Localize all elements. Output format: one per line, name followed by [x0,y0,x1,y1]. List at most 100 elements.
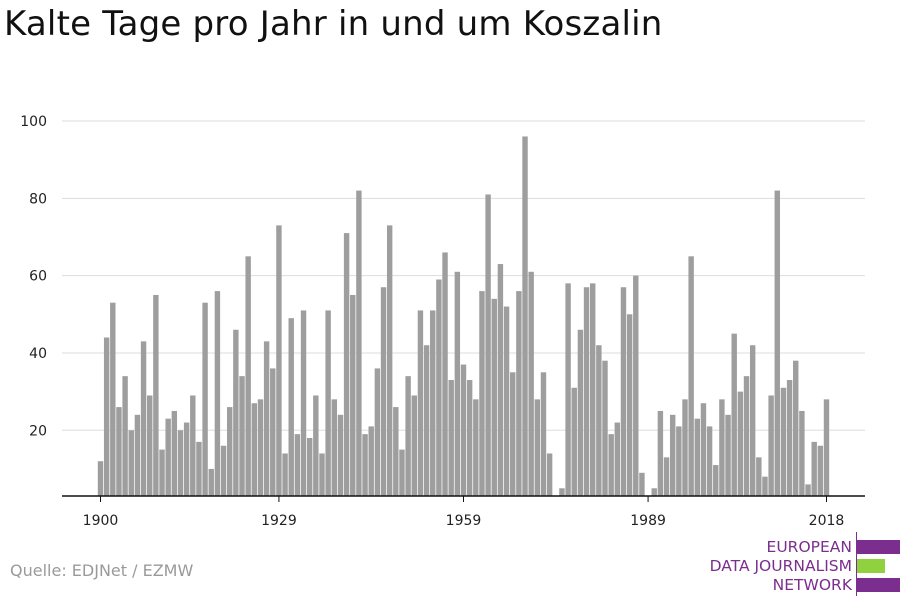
bar-2005 [743,376,750,496]
bar-1995 [682,399,688,496]
bar-1901 [103,337,110,496]
bar-1929 [276,225,282,496]
bar-2010 [774,190,780,496]
bar-1912 [171,410,178,496]
bar-1920 [220,445,227,496]
bar-1986 [626,314,633,496]
bar-1903 [116,407,122,496]
bar-1947 [386,225,393,496]
bar-1962 [479,291,485,496]
bar-1983 [608,434,614,496]
bar-1942 [356,190,362,496]
bar-1923 [239,376,245,496]
x-axis-ticks: 1900 1929 1959 1989 2018 [83,496,845,529]
bar-1932 [294,434,301,496]
bar-2001 [719,399,725,496]
bar-2012 [786,380,793,496]
logo-line-european: EUROPEAN [766,538,852,556]
bar-1990 [651,488,657,496]
bar-1972 [540,372,547,496]
x-tick-label: 2018 [809,513,845,529]
bar-1944 [368,426,374,496]
bar-2008 [762,476,768,496]
bar-1924 [245,256,251,496]
logo-line-data-journalism: DATA JOURNALISM [709,557,852,575]
bar-1978 [577,329,584,496]
bar-1985 [620,287,627,496]
y-tick-label: 100 [20,114,47,130]
bar-1955 [436,279,442,496]
x-tick-label: 1929 [261,513,297,529]
bar-1998 [700,403,707,496]
bar-1943 [362,434,368,496]
bar-2015 [805,484,811,496]
bar-1970 [528,271,534,496]
bar-1965 [497,264,504,496]
bar-1997 [694,418,701,496]
bar-1915 [190,395,196,496]
y-tick-label: 40 [29,346,47,362]
bar-1971 [534,399,541,496]
bar-1961 [473,399,479,496]
bar-1936 [319,453,325,496]
bar-1958 [454,271,461,496]
bar-1928 [270,368,276,496]
bar-1960 [466,380,473,496]
bar-1907 [140,341,147,496]
bar-1984 [614,422,621,496]
bar-1952 [417,310,424,496]
bar-1993 [669,414,676,496]
edjnet-logo: EUROPEAN DATA JOURNALISM NETWORK [700,532,900,596]
bar-1954 [430,310,436,496]
bar-1904 [122,376,128,496]
bar-1917 [202,302,208,496]
bar-1991 [657,410,664,496]
bar-1977 [571,387,577,496]
bar-1934 [306,438,313,496]
bar-1979 [583,287,590,496]
bar-1950 [405,376,411,496]
bar-1906 [134,414,141,496]
bar-2014 [799,410,805,496]
bar-1927 [263,341,270,496]
x-tick-label: 1900 [83,513,119,529]
bar-2003 [731,333,737,496]
bar-1938 [331,399,338,496]
x-tick-label: 1989 [630,513,666,529]
bar-2006 [749,345,756,496]
bar-2011 [780,387,787,496]
bar-1987 [633,275,639,496]
bar-chart: 20 40 60 80 100 1900 1929 1959 1989 2018 [20,114,865,529]
bar-1910 [159,449,165,496]
bar-1951 [411,395,417,496]
bar-1956 [442,252,448,496]
bar-1981 [596,345,602,496]
logo-line-network: NETWORK [772,576,852,594]
bar-1949 [399,449,405,496]
bar-1931 [288,318,294,496]
bar-1913 [177,430,184,496]
y-tick-label: 80 [29,191,47,207]
bar-1992 [663,457,670,496]
bar-1988 [639,472,645,496]
bar-1953 [423,345,430,496]
bar-1919 [214,291,221,496]
bar-1963 [485,194,491,496]
bar-1908 [147,395,153,496]
bar-1926 [257,399,264,496]
bar-1975 [559,488,565,496]
bar-1937 [325,310,331,496]
bar-1902 [110,302,116,496]
bar-2009 [768,395,774,496]
bar-1911 [165,418,171,496]
bar-1994 [676,426,682,496]
bar-1980 [589,283,596,496]
bar-1968 [516,291,522,496]
bar-2002 [725,414,731,496]
bar-1967 [510,372,516,496]
bar-1900 [97,461,104,496]
bar-2017 [817,445,824,496]
bar-1945 [374,368,381,496]
bar-2013 [793,360,799,496]
x-tick-label: 1959 [446,513,482,529]
